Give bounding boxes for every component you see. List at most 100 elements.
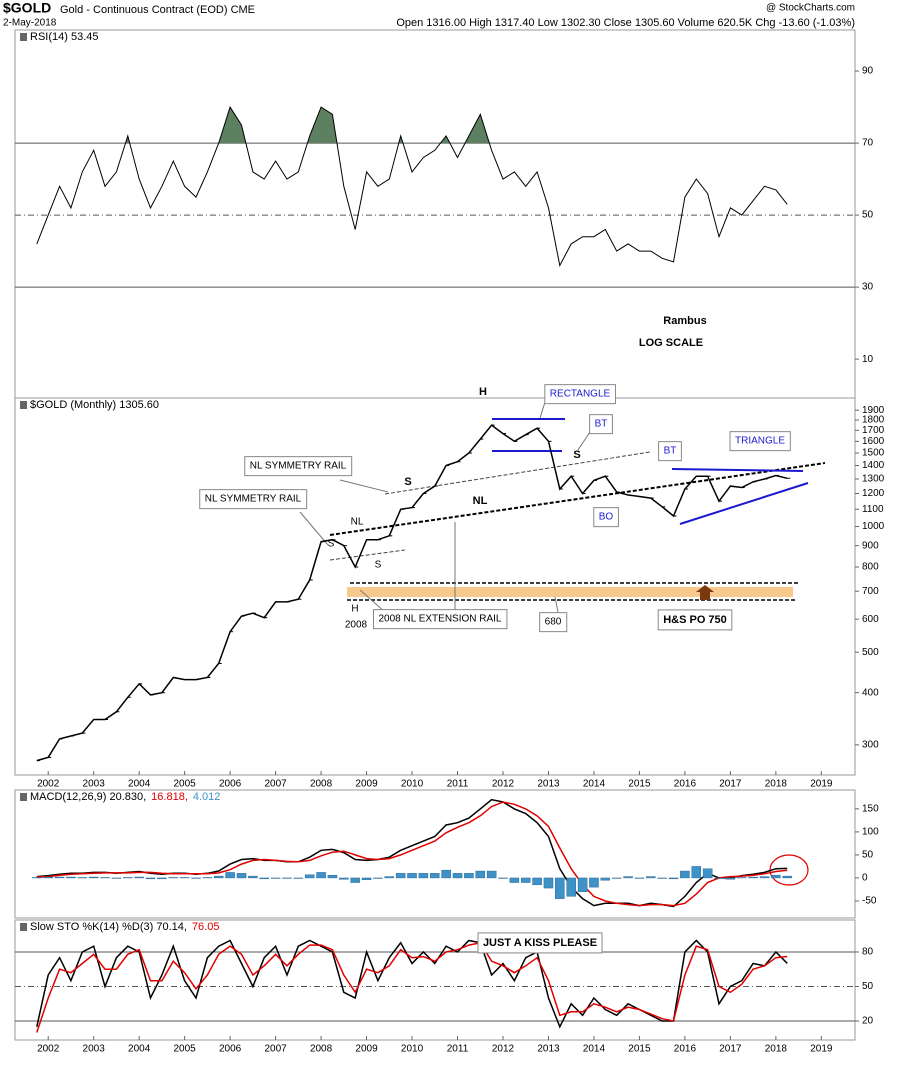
histogram-bar	[77, 877, 88, 879]
histogram-bar	[54, 876, 65, 879]
callout-box	[544, 384, 617, 405]
legend-swatch	[20, 923, 27, 931]
annotation: 2008 NL EXTENSION RAIL	[378, 614, 501, 625]
y-tick-label: 700	[862, 586, 879, 597]
histogram-bar	[486, 870, 497, 879]
x-tick-label: 2014	[583, 1044, 606, 1055]
y-tick-label: 50	[862, 210, 874, 221]
callout-box	[199, 489, 308, 510]
panel-frame	[14, 789, 856, 919]
histogram-bar	[646, 876, 656, 879]
annotation: LOG SCALE	[639, 337, 703, 349]
annotation: H	[479, 386, 487, 398]
annotation: S	[375, 560, 382, 571]
callout-box	[244, 456, 353, 477]
x-tick-label: 2009	[355, 779, 378, 790]
annotation: JUST A KISS PLEASE	[483, 937, 597, 949]
histogram-bar	[691, 866, 702, 879]
y-tick-label: 0	[862, 873, 868, 884]
series-line	[36, 798, 788, 908]
date: 2-May-2018	[3, 18, 57, 29]
histogram-bar	[611, 877, 622, 879]
x-tick-label: 2002	[37, 779, 60, 790]
annotation: 680	[545, 617, 562, 628]
histogram-bar	[225, 872, 235, 879]
series-line	[36, 939, 788, 1029]
callout-box	[589, 414, 613, 435]
legend-entry: RSI(14) 53.45	[30, 31, 98, 43]
histogram-bar	[145, 877, 156, 880]
annotation: NL SYMMETRY RAIL	[205, 494, 302, 505]
histogram-bar	[202, 877, 213, 879]
callout-pointer	[339, 479, 389, 493]
histogram-bar	[270, 877, 281, 879]
annotation: TRIANGLE	[735, 436, 785, 447]
x-tick-label: 2006	[219, 1044, 242, 1055]
y-tick-label: 1800	[862, 415, 885, 426]
panel-frame	[14, 397, 856, 776]
x-tick-label: 2008	[310, 1044, 333, 1055]
series-line	[36, 941, 788, 1033]
x-tick-label: 2018	[765, 779, 788, 790]
histogram-bar	[293, 877, 304, 879]
annotation: S	[573, 449, 580, 461]
zone	[347, 587, 793, 597]
x-tick-label: 2004	[128, 1044, 151, 1055]
x-tick-label: 2012	[492, 779, 515, 790]
overbought-area	[125, 107, 490, 144]
y-tick-label: 1600	[862, 436, 885, 447]
x-tick-label: 2007	[264, 779, 287, 790]
histogram-bar	[191, 877, 201, 879]
callout-pointer	[539, 401, 546, 419]
series-line	[36, 801, 788, 907]
credit: @ StockCharts.com	[766, 3, 855, 14]
callout-box	[658, 441, 682, 462]
histogram-bar	[555, 877, 565, 899]
histogram-bar	[339, 877, 349, 880]
histogram-bar	[543, 877, 554, 889]
x-tick-label: 2013	[537, 1044, 560, 1055]
panel-frame	[14, 919, 856, 1041]
legend-entry: 16.818,	[151, 791, 188, 803]
callout-box	[477, 932, 603, 954]
y-tick-label: 400	[862, 687, 879, 698]
y-tick-label: 1700	[862, 425, 885, 436]
histogram-bar	[532, 877, 542, 886]
callout-box	[593, 507, 619, 528]
y-tick-label: -50	[862, 896, 877, 907]
y-tick-label: 80	[862, 947, 874, 958]
histogram-bar	[259, 877, 269, 880]
x-tick-label: 2012	[492, 1044, 515, 1055]
y-tick-label: 500	[862, 647, 879, 658]
histogram-bar	[725, 877, 736, 880]
legend-entry: 76.05	[192, 921, 220, 933]
callout-pointer	[359, 589, 386, 613]
x-tick-label: 2010	[401, 779, 424, 790]
y-tick-label: 1000	[862, 521, 885, 532]
callout-box	[729, 431, 791, 452]
histogram-bar	[111, 877, 122, 879]
x-tick-label: 2006	[219, 779, 242, 790]
x-tick-label: 2018	[765, 1044, 788, 1055]
histogram-bar	[395, 873, 406, 879]
histogram-bar	[782, 875, 792, 879]
y-tick-label: 1400	[862, 460, 885, 471]
annotation: H&S PO 750	[663, 614, 727, 626]
x-tick-label: 2013	[537, 779, 560, 790]
x-tick-label: 2017	[719, 1044, 742, 1055]
x-tick-label: 2008	[310, 779, 333, 790]
y-tick-label: 900	[862, 540, 879, 551]
histogram-bar	[213, 875, 224, 879]
legend-entry: MACD(12,26,9) 20.830,	[30, 791, 146, 803]
legend-entry: $GOLD (Monthly) 1305.60	[30, 399, 159, 411]
histogram-bar	[702, 868, 713, 879]
x-tick-label: 2010	[401, 1044, 424, 1055]
callout-box	[657, 609, 733, 631]
histogram-bar	[66, 876, 76, 879]
y-tick-label: 150	[862, 804, 879, 815]
histogram-bar	[282, 877, 292, 879]
histogram-bar	[577, 877, 588, 892]
quote: Open 1316.00 High 1317.40 Low 1302.30 Cl…	[396, 17, 855, 29]
legend-entry: Slow STO %K(14) %D(3) 70.14,	[30, 921, 187, 933]
histogram-bar	[566, 877, 576, 897]
